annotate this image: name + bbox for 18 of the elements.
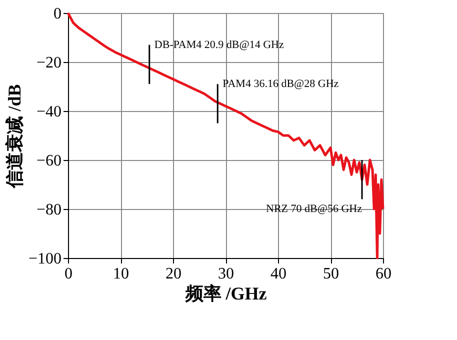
y-tick-label: 0 [54, 6, 62, 22]
x-tick-label: 50 [323, 266, 339, 282]
x-axis-title: 频率 /GHz [184, 284, 267, 304]
annotation: NRZ 70 dB@56 GHz [266, 203, 362, 216]
annotation: DB-PAM4 20.9 dB@14 GHz [154, 38, 284, 51]
y-axis-title: 信道衰减 /dB [4, 84, 24, 189]
x-tick-label: 0 [64, 266, 72, 282]
y-tick-label: −60 [36, 152, 62, 170]
y-tick-label: −20 [36, 54, 62, 72]
y-tick-label: −40 [36, 104, 62, 120]
x-tick-label: 20 [166, 266, 182, 282]
x-tick-label: 30 [218, 266, 234, 282]
y-tick-label: −80 [36, 202, 62, 218]
x-tick-label: 40 [270, 266, 286, 282]
annotation: PAM4 36.16 dB@28 GHz [222, 78, 339, 90]
x-tick-label: 10 [113, 266, 129, 282]
y-tick-label: −100 [28, 250, 62, 268]
x-tick-label: 60 [376, 266, 392, 282]
